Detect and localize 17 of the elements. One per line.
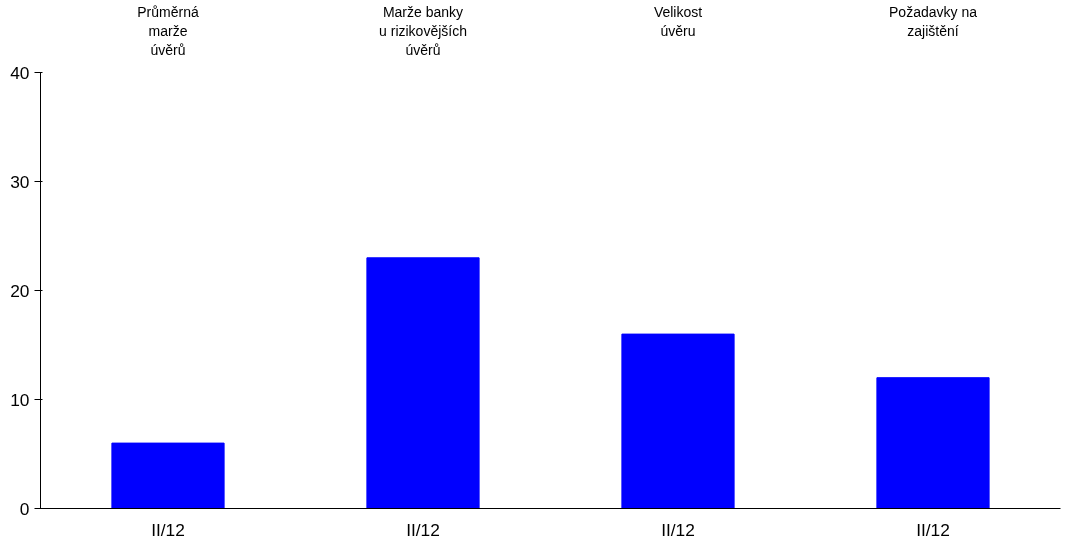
bar (621, 333, 735, 509)
x-tick-label: II/12 (661, 519, 695, 540)
y-tick-label: 20 (10, 280, 30, 301)
bar (111, 442, 225, 509)
bar (876, 377, 990, 509)
text: Požadavky na zajištění (889, 3, 978, 39)
text: Marže banky u rizikovějších úvěrů (379, 3, 467, 58)
text: Průměrná marže úvěrů (137, 3, 199, 58)
y-tick-label: 0 (19, 498, 30, 519)
x-tick-label: II/12 (916, 519, 950, 540)
bar (366, 257, 480, 509)
y-tick-label: 10 (10, 389, 30, 410)
y-tick-label: 30 (10, 171, 30, 192)
x-tick-label: II/12 (406, 519, 440, 540)
text: Velikost úvěru (653, 3, 703, 39)
x-tick-label: II/12 (151, 519, 185, 540)
y-tick-label: 40 (10, 62, 30, 83)
